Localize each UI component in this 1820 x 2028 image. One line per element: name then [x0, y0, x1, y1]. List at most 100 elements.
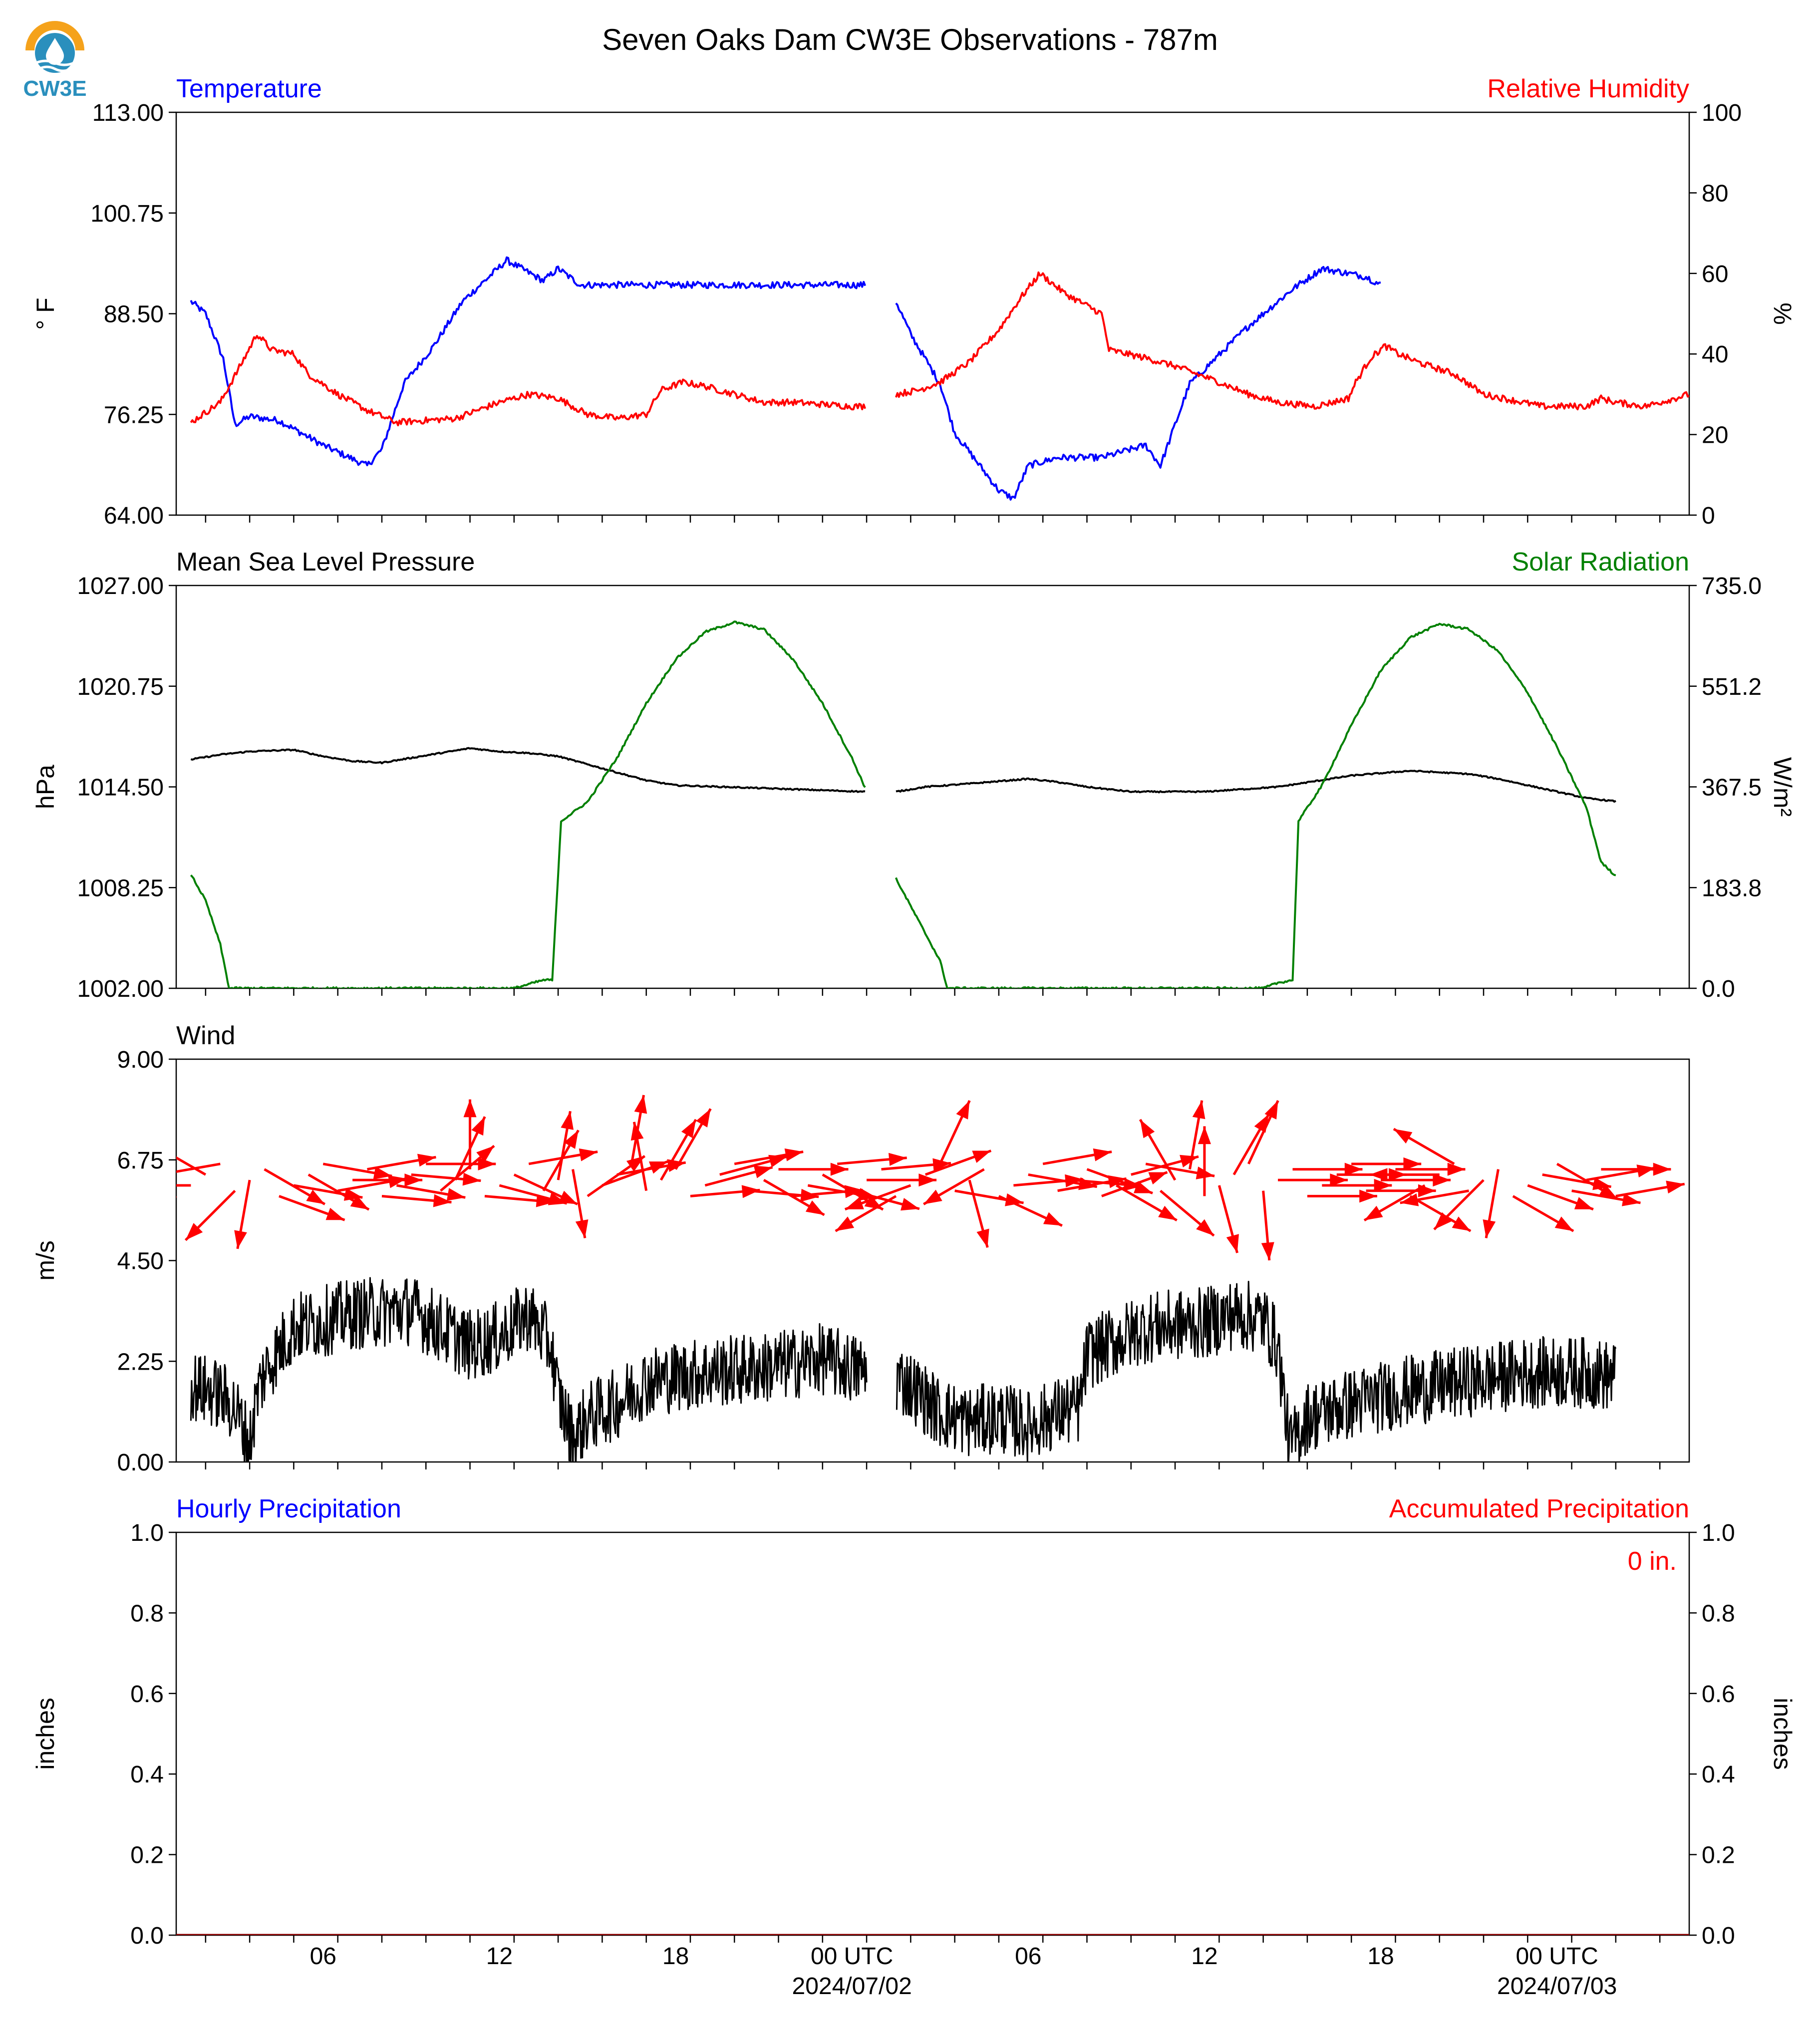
x-date-label: 2024/07/03 — [1497, 1973, 1617, 2000]
wind-arrow-head — [1344, 1162, 1363, 1176]
series-line-mean-sea-level-pressure — [190, 747, 1616, 803]
wind-arrow-head — [1261, 1242, 1274, 1261]
cw3e-logo-text: CW3E — [23, 76, 86, 101]
panel-title-right: Accumulated Precipitation — [1389, 1494, 1689, 1523]
y-tick-label-left: 0.8 — [130, 1600, 164, 1627]
wind-arrow-head — [350, 1195, 369, 1210]
wind-arrow-head — [1226, 1234, 1239, 1253]
panel-frame — [175, 111, 1690, 516]
y-axis-label-left: hPa — [31, 765, 59, 809]
x-tick-label: 00 UTC — [1516, 1943, 1598, 1970]
wind-arrow-head — [918, 1173, 937, 1187]
wind-arrow-head — [1393, 1129, 1413, 1144]
y-tick-label-right: 735.0 — [1702, 573, 1762, 599]
series-line-wind-speed — [190, 1277, 1617, 1462]
wind-arrow-head — [388, 1175, 407, 1188]
wind-arrow-head — [417, 1154, 436, 1167]
y-tick-label-right: 0.4 — [1702, 1761, 1735, 1788]
series-line-solar-radiation — [190, 620, 1616, 988]
precip-annotation: 0 in. — [1628, 1547, 1677, 1576]
y-tick-label-right: 0.0 — [1702, 1923, 1735, 1949]
wind-arrow-head — [1483, 1219, 1496, 1238]
wind-arrow-head — [784, 1148, 804, 1161]
wind-arrow-head — [681, 1119, 696, 1139]
wind-arrow-head — [121, 1179, 139, 1192]
wind-arrow-head — [564, 1130, 579, 1149]
wind-arrow-head — [116, 1216, 134, 1231]
wind-arrow — [176, 1162, 221, 1173]
y-tick-label-right: 0.2 — [1702, 1842, 1735, 1869]
wind-arrow-head — [306, 1189, 325, 1204]
x-tick-label: 12 — [486, 1943, 513, 1970]
wind-arrow-head — [1364, 1205, 1383, 1220]
wind-arrow-head — [634, 1095, 647, 1114]
wind-arrow-head — [463, 1099, 477, 1118]
panel-frame — [175, 1531, 1690, 1936]
y-tick-label-left: 4.50 — [117, 1248, 164, 1275]
wind-arrow-head — [1374, 1178, 1392, 1192]
panel-2: 1002.00 1008.25 1014.50 1020.75 1027.00 0.0 18… — [31, 548, 1797, 1002]
wind-arrow-head — [1433, 1173, 1451, 1187]
wind-arrow-head — [1554, 1216, 1574, 1231]
panel-title-left: Wind — [176, 1021, 235, 1050]
wind-arrow-head — [575, 1219, 589, 1238]
wind-arrow-head — [1005, 1193, 1024, 1206]
wind-arrow-head — [923, 1189, 942, 1204]
y-tick-label-right: 100 — [1702, 100, 1742, 126]
wind-arrow-head — [1434, 1212, 1452, 1230]
y-tick-label-left: 113.00 — [92, 100, 164, 126]
wind-arrow-head — [1369, 1168, 1388, 1181]
wind-arrow-head — [325, 1207, 345, 1220]
y-tick-label-right: 0.6 — [1702, 1681, 1735, 1708]
y-axis-label-left: m/s — [31, 1240, 59, 1281]
wind-arrow-head — [1622, 1193, 1641, 1206]
y-tick-label-right: 0.0 — [1702, 976, 1735, 1002]
wind-arrow-head — [1196, 1219, 1214, 1236]
y-tick-label-right: 60 — [1702, 261, 1728, 288]
wind-arrow-head — [404, 1173, 423, 1187]
panel-4: 0.0 0.2 0.4 0.6 0.8 1.0 0.0 0.2 0.4 0.6 0.8 1.0 Hour… — [31, 1494, 1797, 1949]
panel-3: 0.00 2.25 4.50 6.75 9.00 Wind m/s — [31, 1021, 1690, 1476]
y-tick-label-left: 1020.75 — [77, 674, 164, 700]
y-tick-label-left: 1008.25 — [77, 875, 164, 901]
x-tick-label: 00 UTC — [811, 1943, 893, 1970]
series-line-relative-humidity — [190, 271, 1689, 427]
y-axis-label-right: % — [1769, 302, 1797, 324]
y-tick-label-left: 6.75 — [117, 1148, 164, 1174]
wind-arrow-head — [1148, 1172, 1168, 1184]
panel-title-left: Hourly Precipitation — [176, 1494, 401, 1523]
wind-arrow-head — [1452, 1216, 1471, 1231]
y-axis-label-left: ° F — [31, 297, 59, 329]
wind-arrow-head — [972, 1151, 991, 1163]
wind-arrow-head — [185, 1223, 203, 1240]
y-tick-label-left: 100.75 — [90, 201, 164, 227]
y-tick-label-right: 367.5 — [1702, 775, 1762, 801]
wind-arrow-head — [976, 1228, 989, 1248]
y-tick-label-right: 80 — [1702, 180, 1728, 207]
series-group — [116, 1095, 1685, 1462]
y-tick-label-left: 9.00 — [117, 1047, 164, 1073]
panel-frame — [175, 584, 1690, 989]
x-axis-labels: 06 12 18 00 UTC 06 12 18 00 UTC 2024/07/02 2024/0… — [310, 1943, 1617, 2000]
y-tick-label-left: 1.0 — [130, 1520, 164, 1546]
wind-arrow-head — [476, 1146, 494, 1162]
wind-arrow-head — [1158, 1205, 1177, 1220]
x-tick-label: 18 — [1367, 1943, 1394, 1970]
wind-arrows — [116, 1095, 1685, 1261]
wind-arrow-head — [462, 1172, 481, 1186]
x-tick-label: 12 — [1191, 1943, 1217, 1970]
y-tick-label-left: 0.6 — [130, 1681, 164, 1708]
wind-arrow-head — [835, 1216, 855, 1231]
wind-arrow-head — [1403, 1157, 1422, 1170]
wind-arrow-head — [845, 1197, 864, 1209]
y-tick-label-left: 0.00 — [117, 1449, 164, 1476]
series-group — [190, 256, 1689, 501]
y-tick-label-left: 1002.00 — [77, 976, 164, 1002]
y-tick-label-left: 1014.50 — [77, 775, 164, 801]
wind-arrow-head — [1636, 1164, 1655, 1177]
cw3e-logo — [25, 21, 84, 73]
wind-arrow-head — [888, 1153, 907, 1166]
panel-title-left: Mean Sea Level Pressure — [176, 548, 475, 577]
y-tick-label-right: 1.0 — [1702, 1520, 1735, 1546]
y-axis-label-right: W/m² — [1769, 757, 1797, 817]
